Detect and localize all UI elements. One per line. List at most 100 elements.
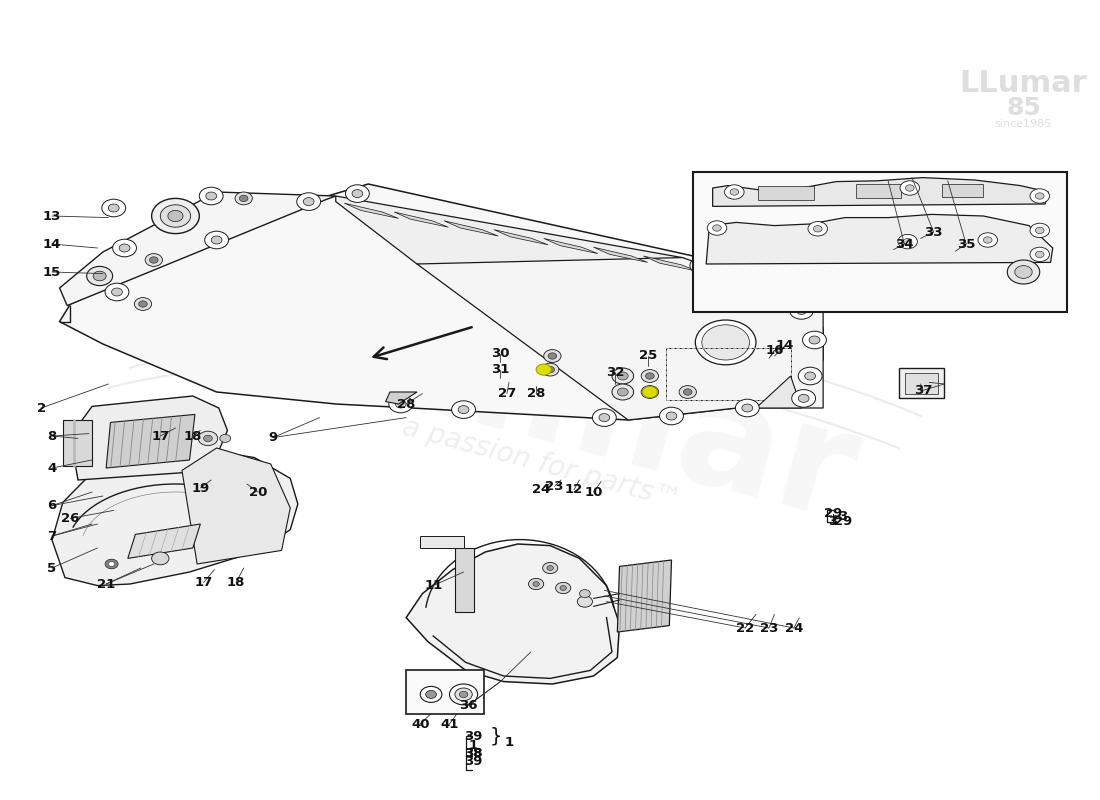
Circle shape (204, 435, 212, 442)
Circle shape (345, 185, 370, 202)
Circle shape (541, 363, 559, 376)
Circle shape (905, 185, 914, 191)
Text: 4: 4 (47, 462, 56, 474)
Text: 9: 9 (268, 431, 277, 444)
Text: 2: 2 (36, 402, 46, 414)
Text: 24: 24 (784, 622, 803, 634)
Circle shape (352, 190, 363, 198)
Polygon shape (52, 448, 298, 586)
Circle shape (578, 596, 593, 607)
Polygon shape (756, 376, 802, 408)
Circle shape (459, 691, 468, 698)
Circle shape (108, 204, 119, 212)
Text: 14: 14 (776, 339, 794, 352)
Circle shape (702, 325, 749, 360)
Circle shape (240, 195, 248, 202)
Text: 31: 31 (492, 363, 509, 376)
Circle shape (211, 236, 222, 244)
Bar (693, 172, 1067, 312)
Circle shape (111, 288, 122, 296)
Text: 36: 36 (459, 699, 477, 712)
Circle shape (560, 586, 566, 590)
Circle shape (683, 389, 692, 395)
Circle shape (642, 386, 658, 398)
Polygon shape (494, 230, 548, 245)
Text: 20: 20 (249, 486, 267, 498)
Circle shape (395, 400, 406, 408)
Text: 38: 38 (464, 747, 483, 760)
Text: 10: 10 (584, 486, 603, 498)
Text: 24: 24 (532, 483, 551, 496)
Bar (899, 368, 945, 398)
Text: 19: 19 (191, 482, 209, 494)
Text: 13: 13 (43, 210, 62, 222)
Polygon shape (594, 247, 648, 262)
Circle shape (458, 406, 469, 414)
Circle shape (983, 237, 992, 243)
Polygon shape (713, 178, 1048, 206)
Circle shape (102, 199, 125, 217)
Text: 21: 21 (97, 578, 116, 590)
Polygon shape (106, 414, 195, 468)
Text: 28: 28 (527, 387, 546, 400)
Text: 12: 12 (565, 483, 583, 496)
Text: 15: 15 (43, 266, 62, 278)
Circle shape (898, 234, 917, 249)
Text: LLumar: LLumar (959, 70, 1087, 98)
Circle shape (199, 187, 223, 205)
Circle shape (388, 395, 412, 413)
Circle shape (106, 283, 129, 301)
Text: 39: 39 (464, 755, 483, 768)
Polygon shape (128, 524, 200, 558)
Circle shape (108, 562, 114, 566)
Text: 6: 6 (47, 499, 56, 512)
Polygon shape (444, 221, 498, 236)
Bar (943, 184, 983, 197)
Text: 39: 39 (464, 730, 483, 742)
Text: 17: 17 (195, 576, 212, 589)
Circle shape (612, 368, 634, 384)
Circle shape (528, 578, 543, 590)
Circle shape (168, 210, 183, 222)
Text: 30: 30 (491, 347, 509, 360)
Circle shape (304, 198, 315, 206)
Circle shape (94, 271, 106, 281)
Circle shape (660, 407, 683, 425)
Text: 33: 33 (924, 226, 943, 238)
Circle shape (808, 222, 827, 236)
Circle shape (426, 690, 437, 698)
Circle shape (536, 364, 551, 375)
Text: 29: 29 (824, 507, 842, 520)
Polygon shape (644, 256, 697, 271)
Text: 18: 18 (184, 430, 202, 442)
Circle shape (730, 189, 739, 195)
Bar (667, 348, 791, 400)
Circle shape (580, 590, 591, 598)
Circle shape (542, 562, 558, 574)
Circle shape (646, 373, 654, 379)
Text: 25: 25 (639, 350, 657, 362)
Circle shape (667, 412, 676, 420)
Polygon shape (406, 544, 619, 684)
Circle shape (1035, 251, 1044, 258)
Text: 11: 11 (425, 579, 442, 592)
Text: 1: 1 (505, 736, 514, 749)
Circle shape (978, 233, 998, 247)
Polygon shape (417, 258, 823, 420)
Circle shape (900, 181, 920, 195)
Circle shape (546, 366, 554, 373)
Text: 22: 22 (736, 622, 755, 634)
Circle shape (690, 257, 714, 274)
Circle shape (161, 205, 190, 227)
Circle shape (1035, 193, 1044, 199)
Text: 28: 28 (397, 398, 416, 410)
Circle shape (646, 389, 654, 395)
Polygon shape (386, 392, 417, 404)
Text: 3: 3 (828, 515, 837, 528)
Bar (455, 548, 474, 612)
Text: 23: 23 (546, 480, 563, 493)
Circle shape (593, 409, 616, 426)
Bar (905, 373, 938, 394)
Circle shape (152, 198, 199, 234)
Circle shape (119, 244, 130, 252)
